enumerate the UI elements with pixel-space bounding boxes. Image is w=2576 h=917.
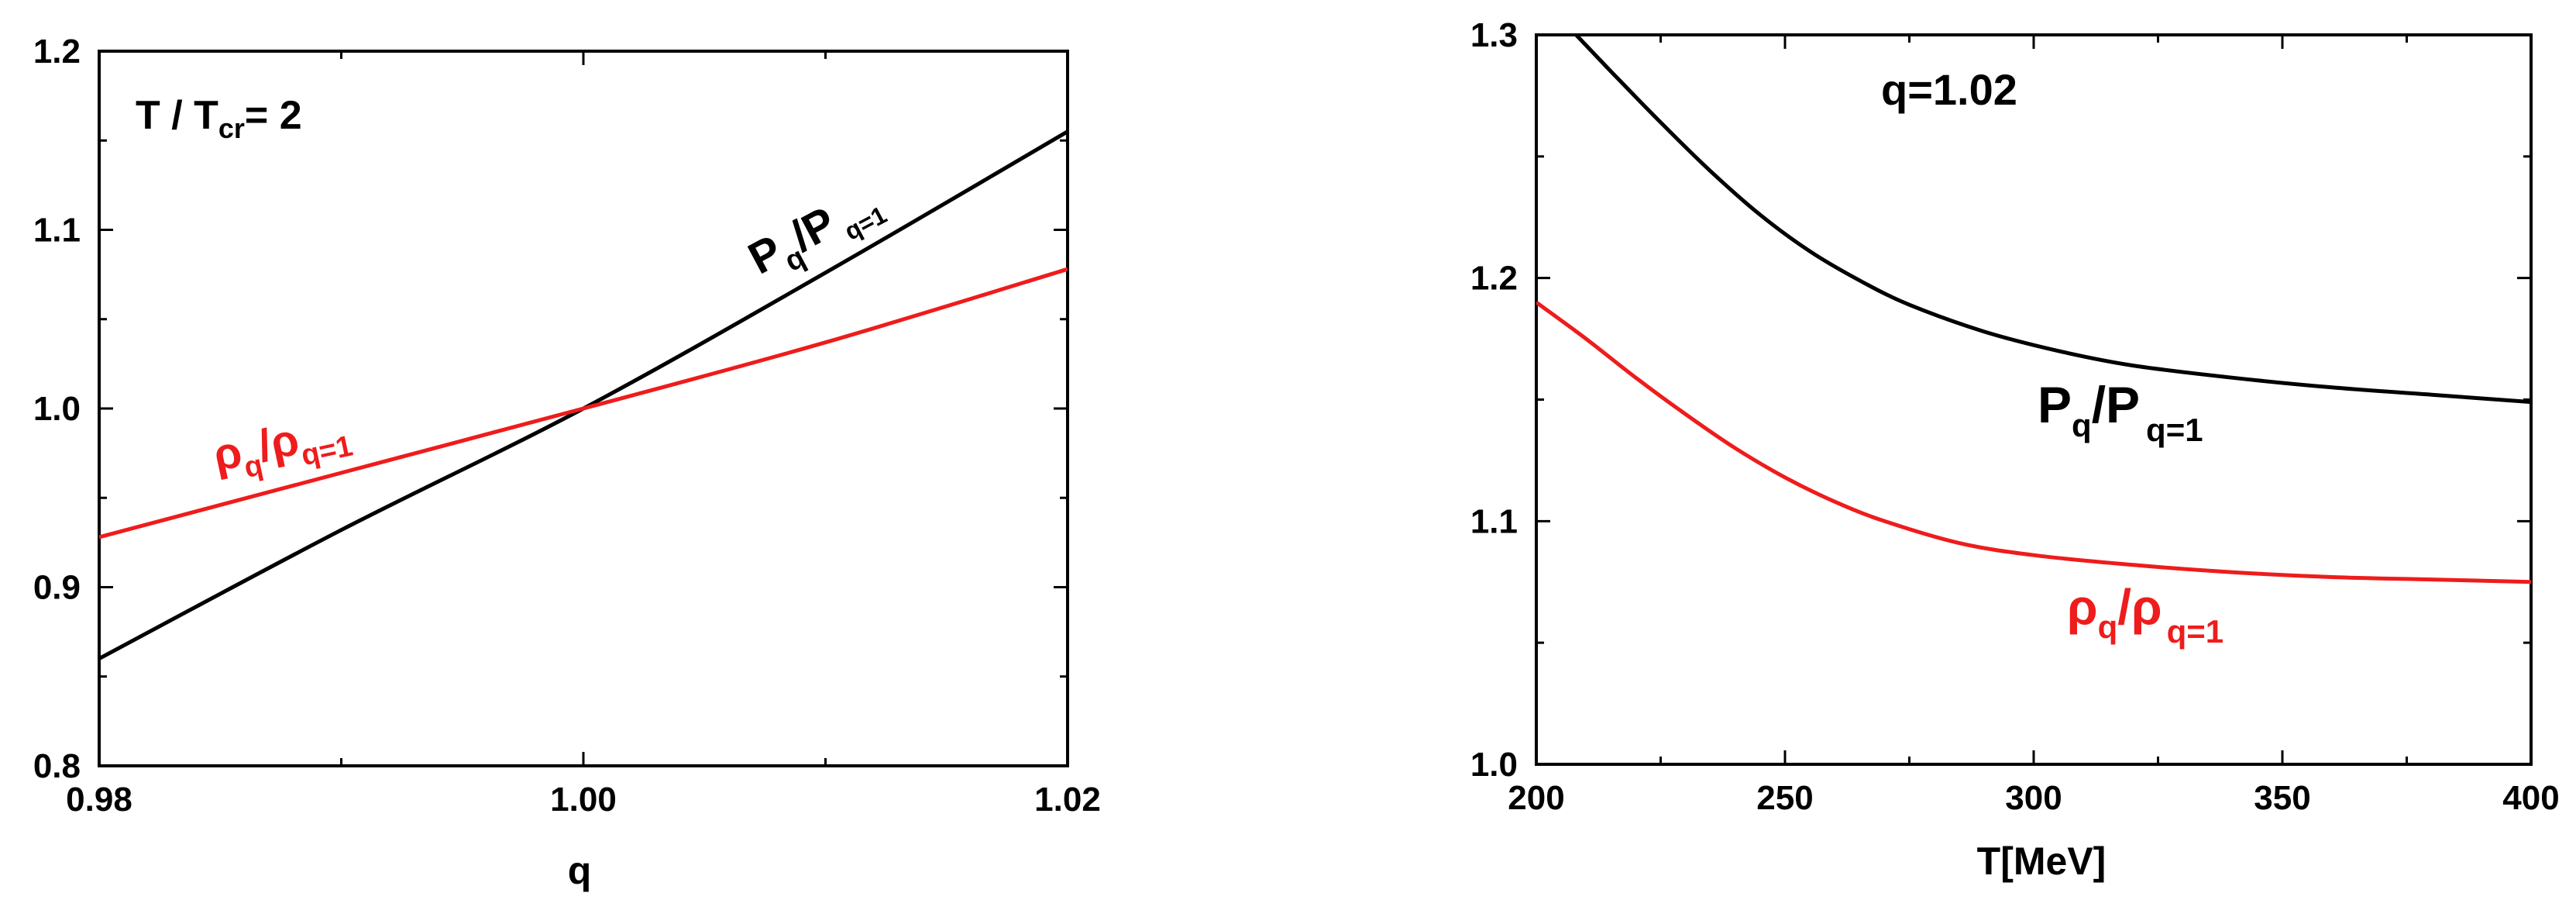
right-x-tick-label: 200 — [1508, 779, 1564, 817]
right-x-axis-label: T[MeV] — [1977, 839, 2107, 883]
left-panel: 0.98 1.00 1.02 0.8 0.9 1.0 1.1 1.2 q T / Tcr= 2… — [33, 33, 1101, 892]
right-x-tick-label: 350 — [2254, 779, 2310, 817]
left-p-series-label: Pq/Pq=1 — [741, 174, 892, 292]
left-series-line-rho-ratio — [99, 267, 1068, 540]
right-y-tick-label: 1.1 — [1470, 502, 1518, 540]
left-series-group — [99, 129, 1068, 660]
left-rho-label-sub2: q=1 — [298, 429, 356, 472]
right-axis-ticks: 200 250 300 350 400 1.0 1.1 1.2 1.3 — [1470, 16, 2560, 817]
right-annotation: q=1.02 — [1881, 65, 2017, 114]
right-y-tick-label: 1.3 — [1470, 16, 1518, 54]
right-rho-label-mid: /ρ — [2117, 579, 2162, 635]
right-p-label-sub2: q=1 — [2146, 412, 2203, 448]
left-x-tick-label: 1.02 — [1034, 781, 1101, 819]
left-x-axis-label: q — [568, 849, 592, 892]
left-annotation-tail: = 2 — [245, 93, 302, 138]
right-annotation-main: q=1.02 — [1881, 65, 2017, 114]
left-y-tick-label: 0.8 — [33, 747, 81, 785]
left-annotation-sub: cr — [218, 112, 245, 144]
left-rho-label-main: ρ — [208, 426, 246, 481]
right-series-line-rho-ratio — [1536, 300, 2531, 584]
left-y-tick-label: 1.0 — [33, 390, 81, 428]
left-annotation-main: T / T — [136, 93, 218, 138]
right-x-tick-label: 250 — [1756, 779, 1813, 817]
right-p-label-sub: q — [2072, 407, 2092, 443]
left-y-tick-label: 1.2 — [33, 33, 81, 71]
left-x-tick-label: 1.00 — [550, 781, 617, 819]
right-p-series-label: Pq/P q=1 — [2038, 376, 2203, 448]
left-rho-series-label: ρq/ρq=1 — [208, 403, 356, 490]
right-rho-label-sub2: q=1 — [2167, 613, 2224, 650]
left-x-tick-label: 0.98 — [66, 781, 132, 819]
right-y-tick-label: 1.0 — [1470, 746, 1518, 784]
right-p-label-mid: /P — [2092, 376, 2140, 433]
right-plot-frame — [1535, 33, 2533, 766]
left-y-tick-label: 1.1 — [33, 212, 81, 250]
left-series-line-p-ratio — [99, 129, 1068, 660]
left-annotation: T / Tcr= 2 — [136, 93, 302, 144]
right-y-tick-label: 1.2 — [1470, 260, 1518, 298]
right-rho-label-main: ρ — [2067, 579, 2098, 635]
right-plot-area — [1535, 33, 2533, 766]
right-x-tick-label: 300 — [2005, 779, 2062, 817]
right-x-tick-label: 400 — [2502, 779, 2559, 817]
right-rho-series-label: ρq/ρ q=1 — [2067, 579, 2223, 650]
right-panel: 200 250 300 350 400 1.0 1.1 1.2 1.3 T[MeV] q=1.0… — [1470, 16, 2560, 883]
right-series-group — [1536, 35, 2531, 584]
right-series-line-p-ratio — [1574, 35, 2531, 405]
right-p-label-main: P — [2038, 376, 2072, 433]
left-axis-ticks: 0.98 1.00 1.02 0.8 0.9 1.0 1.1 1.2 — [33, 33, 1101, 819]
left-y-tick-label: 0.9 — [33, 569, 81, 607]
right-rho-label-sub: q — [2098, 608, 2118, 645]
